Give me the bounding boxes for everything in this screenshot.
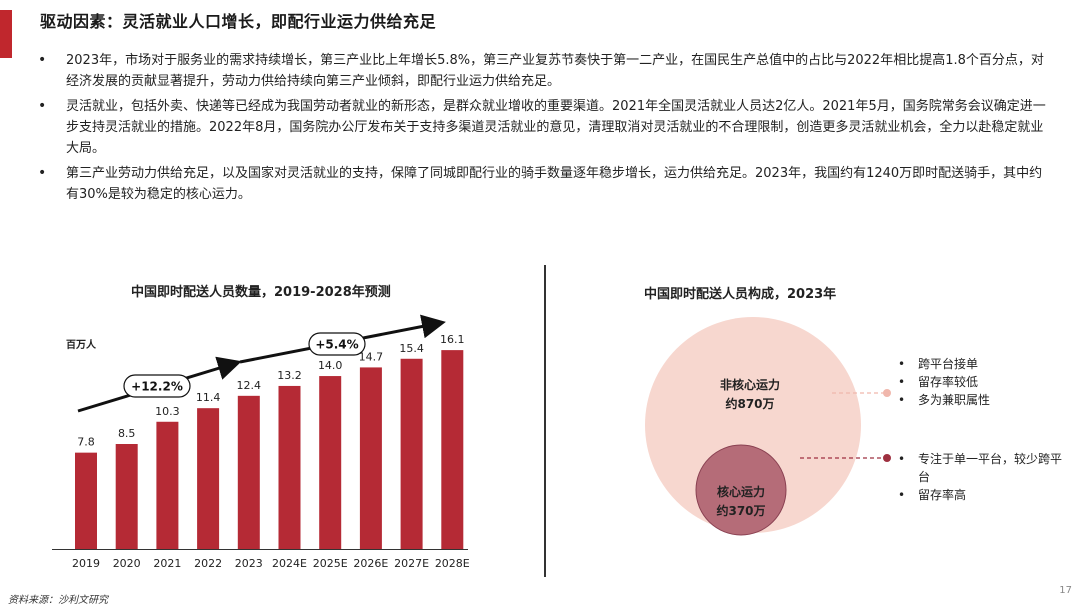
bullet-list: • 2023年，市场对于服务业的需求持续增长，第三产业比上年增长5.8%，第三产业… [38,50,1048,209]
bullet-dot: • [898,375,906,389]
bar-value-label: 14.0 [318,359,343,372]
bar [237,395,260,549]
x-tick-label: 2021 [153,557,181,570]
non-core-name: 非核心运力 [720,377,780,392]
note-text: 专注于单一平台，较少跨平台 [918,452,1063,484]
bullet-item: • 2023年，市场对于服务业的需求持续增长，第三产业比上年增长5.8%，第三产业… [38,50,1048,92]
core-circle [695,444,787,536]
x-tick-label: 2023 [235,557,263,570]
title-accent-bar [0,10,12,58]
note-text: 跨平台接单 [918,357,979,371]
bar-chart-title: 中国即时配送人员数量，2019-2028年预测 [131,285,391,300]
page-number: 17 [1059,585,1072,596]
page-title: 驱动因素：灵活就业人口增长，即配行业运力供给充足 [40,12,437,31]
bullet-dot: • [898,488,906,502]
core-notes: • 专注于单一平台，较少跨平台 • 留存率高 [898,450,1068,504]
x-tick-label: 2024E [272,557,307,570]
bar [359,367,382,549]
x-tick-label: 2027E [394,557,429,570]
cagr-badge [308,332,366,356]
cagr-label: +5.4% [315,338,358,352]
bar [319,376,342,549]
core-connector-dot [883,454,891,462]
x-tick-label: 2025E [313,557,348,570]
bar-value-label: 10.3 [155,405,180,418]
bar-chart-unit: 百万人 [66,340,96,351]
note-item: • 留存率较低 [898,373,990,391]
x-tick-label: 2020 [113,557,141,570]
bullet-dot: • [38,52,47,68]
cagr-label: +12.2% [131,380,183,394]
note-item: • 跨平台接单 [898,355,990,373]
chart-divider [544,265,546,577]
bar [156,421,179,549]
non-core-connector-dot [883,389,891,397]
bar [400,358,423,549]
bar [278,385,301,549]
bar-value-label: 16.1 [440,333,465,346]
note-text: 留存率较低 [918,375,979,389]
note-text: 留存率高 [918,488,967,502]
bar-value-label: 13.2 [277,369,302,382]
bar-value-label: 7.8 [77,436,95,449]
bullet-dot: • [38,165,47,181]
bar [115,444,138,549]
bar-chart: 7.8 2019 8.5 2020 10.3 2021 11.4 2022 12.4 2023 13… [52,314,470,570]
bullet-dot: • [898,357,906,371]
composition-chart-title: 中国即时配送人员构成，2023年 [644,287,837,302]
core-value: 约370万 [716,503,765,518]
bullet-dot: • [38,98,47,114]
bullet-item: • 第三产业劳动力供给充足，以及国家对灵活就业的支持，保障了同城即配行业的骑手数量… [38,163,1048,205]
bullet-dot: • [898,452,906,466]
core-name: 核心运力 [717,484,765,499]
x-tick-label: 2019 [72,557,100,570]
note-item: • 多为兼职属性 [898,391,990,409]
bar-value-label: 12.4 [237,379,262,392]
cagr-badge [123,374,191,398]
bullet-item: • 灵活就业，包括外卖、快递等已经成为我国劳动者就业的新形态，是群众就业增收的重要… [38,96,1048,159]
bar [75,452,97,549]
bullet-text: 第三产业劳动力供给充足，以及国家对灵活就业的支持，保障了同城即配行业的骑手数量逐… [66,166,1043,202]
x-tick-label: 2022 [194,557,222,570]
note-item: • 专注于单一平台，较少跨平台 [898,450,1068,486]
x-tick-label: 2026E [353,557,388,570]
bullet-dot: • [898,393,906,407]
bar-value-label: 14.7 [359,350,384,363]
bullet-text: 灵活就业，包括外卖、快递等已经成为我国劳动者就业的新形态，是群众就业增收的重要渠… [66,99,1046,156]
bar-value-label: 8.5 [118,427,136,440]
note-text: 多为兼职属性 [918,393,991,407]
bar [197,408,220,549]
bullet-text: 2023年，市场对于服务业的需求持续增长，第三产业比上年增长5.8%，第三产业复… [66,53,1044,89]
non-core-notes: • 跨平台接单 • 留存率较低 • 多为兼职属性 [898,355,990,409]
bar-value-label: 15.4 [399,342,424,355]
source-note: 资料来源：沙利文研究 [8,595,108,606]
non-core-value: 约870万 [725,396,774,411]
bar-value-label: 11.4 [196,391,221,404]
x-tick-label: 2028E [435,557,470,570]
bar [441,350,464,549]
note-item: • 留存率高 [898,486,1068,504]
